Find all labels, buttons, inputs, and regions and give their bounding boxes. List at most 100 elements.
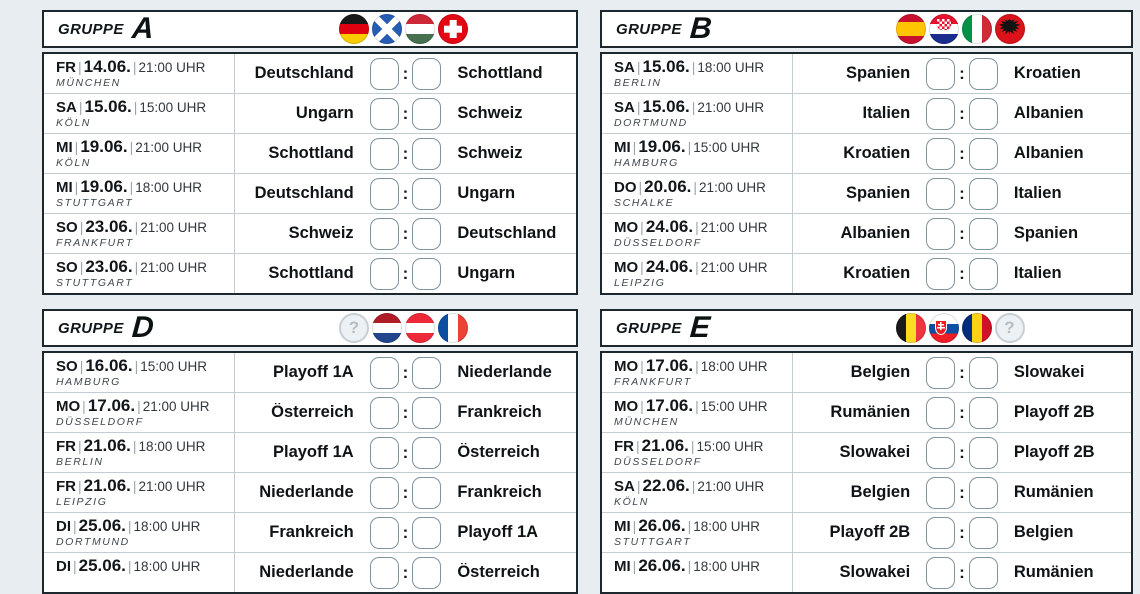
match-dateline: MO | 17.06. | 21:00 UHR: [56, 396, 228, 416]
away-score-input[interactable]: [412, 556, 442, 589]
group-flags: [233, 12, 574, 46]
home-score-input[interactable]: [369, 177, 399, 210]
away-score-input[interactable]: [412, 516, 442, 549]
away-score-input[interactable]: [412, 396, 442, 429]
home-score-input[interactable]: [926, 257, 956, 290]
home-score-input[interactable]: [926, 516, 956, 549]
match-fixture-cell: Niederlande : Frankreich: [235, 473, 576, 512]
pipe-separator: |: [82, 398, 86, 414]
match-day: SA: [614, 59, 635, 76]
home-score-input[interactable]: [926, 137, 956, 170]
switzerland-flag-icon: [438, 14, 468, 44]
home-score-input[interactable]: [369, 57, 399, 90]
home-score-input[interactable]: [926, 356, 956, 389]
pipe-separator: |: [691, 59, 696, 75]
home-score-input[interactable]: [369, 217, 399, 250]
pipe-separator: |: [687, 558, 692, 574]
home-score-input[interactable]: [926, 476, 956, 509]
home-team-label: Rumänien: [830, 403, 911, 421]
away-score-input[interactable]: [968, 396, 998, 429]
home-team-label: Österreich: [271, 403, 354, 421]
match-fixture-cell: Albanien : Spanien: [793, 214, 1131, 253]
france-flag-icon: [438, 313, 468, 343]
home-score-input[interactable]: [369, 556, 399, 589]
away-score-input[interactable]: [968, 177, 998, 210]
home-score-input[interactable]: [926, 436, 956, 469]
match-date: 17.06.: [645, 356, 694, 375]
home-score-input[interactable]: [926, 177, 956, 210]
slovakia-flag-icon: [928, 313, 959, 343]
away-score-input[interactable]: [968, 257, 998, 290]
home-score-input[interactable]: [926, 57, 956, 90]
away-score-input[interactable]: [412, 57, 442, 90]
home-score-input[interactable]: [369, 137, 399, 170]
home-score-input[interactable]: [369, 257, 399, 290]
away-score-input[interactable]: [412, 177, 442, 210]
home-score-input[interactable]: [369, 97, 399, 130]
home-score-input[interactable]: [926, 396, 956, 429]
away-score-input[interactable]: [968, 556, 998, 589]
home-score-input[interactable]: [926, 97, 956, 130]
italy-flag-icon: [961, 14, 992, 44]
match-fixture-cell: Slowakei : Rumänien: [793, 553, 1131, 592]
away-score-input[interactable]: [968, 356, 998, 389]
home-team-label: Ungarn: [295, 104, 354, 122]
pipe-separator: |: [695, 358, 699, 374]
away-score-input[interactable]: [968, 217, 998, 250]
group-flags: ?: [791, 311, 1129, 345]
home-score-input[interactable]: [369, 516, 399, 549]
away-score-input[interactable]: [968, 476, 998, 509]
pipe-separator: |: [127, 558, 132, 574]
match-venue: STUTTGART: [56, 277, 134, 289]
home-score-input[interactable]: [926, 556, 956, 589]
score-colon: :: [959, 263, 965, 283]
playoff-question-flag-icon: ?: [339, 313, 369, 343]
score-colon: :: [959, 103, 965, 123]
pipe-separator: |: [687, 518, 692, 534]
away-score-input[interactable]: [412, 257, 442, 290]
away-score-input[interactable]: [412, 217, 442, 250]
match-datetime-cell: FR | 21.06. | 18:00 UHR BERLIN: [44, 433, 235, 472]
away-score-input[interactable]: [412, 356, 442, 389]
match-venue: MÜNCHEN: [56, 77, 121, 89]
match-dateline: FR | 14.06. | 21:00 UHR: [56, 57, 228, 77]
match-dateline: SA | 22.06. | 21:00 UHR: [614, 476, 786, 496]
score-colon: :: [402, 263, 409, 283]
away-team-label: Österreich: [457, 563, 540, 581]
match-fixture-cell: Schottland : Schweiz: [235, 134, 576, 173]
score-colon: :: [959, 362, 965, 382]
away-score-input[interactable]: [412, 436, 442, 469]
match-venue: FRANKFURT: [614, 376, 692, 388]
austria-flag-icon: [405, 313, 435, 343]
away-team-label: Playoff 2B: [1013, 403, 1095, 421]
match-date: 19.06.: [80, 137, 128, 156]
home-score-input[interactable]: [369, 356, 399, 389]
home-score-input[interactable]: [369, 436, 399, 469]
match-date: 17.06.: [645, 396, 694, 415]
pipe-separator: |: [132, 438, 137, 454]
match-row: DI | 25.06. | 18:00 UHR Niederlande : Österr…: [44, 552, 576, 592]
away-score-input[interactable]: [412, 137, 442, 170]
away-score-input[interactable]: [968, 436, 998, 469]
match-datetime-cell: MI | 19.06. | 18:00 UHR STUTTGART: [44, 174, 235, 213]
home-score-input[interactable]: [926, 217, 956, 250]
pipe-separator: |: [127, 518, 132, 534]
home-team-label: Schottland: [268, 264, 354, 282]
pipe-separator: |: [74, 179, 79, 195]
away-score-input[interactable]: [968, 516, 998, 549]
match-fixture-cell: Österreich : Frankreich: [235, 393, 576, 432]
home-score-input[interactable]: [369, 476, 399, 509]
match-fixture-cell: Deutschland : Ungarn: [235, 174, 576, 213]
match-datetime-cell: MI | 26.06. | 18:00 UHR: [602, 553, 793, 592]
match-dateline: FR | 21.06. | 15:00 UHR: [614, 436, 786, 456]
group-match-list: SA | 15.06. | 18:00 UHR BERLIN Spanien : Kro…: [600, 52, 1133, 295]
home-score-input[interactable]: [369, 396, 399, 429]
away-score-input[interactable]: [968, 137, 998, 170]
match-dateline: FR | 21.06. | 18:00 UHR: [56, 436, 228, 456]
home-team-label: Italien: [862, 104, 911, 122]
away-score-input[interactable]: [412, 476, 442, 509]
away-score-input[interactable]: [968, 97, 998, 130]
score-colon: :: [959, 402, 965, 422]
away-score-input[interactable]: [968, 57, 998, 90]
away-score-input[interactable]: [412, 97, 442, 130]
